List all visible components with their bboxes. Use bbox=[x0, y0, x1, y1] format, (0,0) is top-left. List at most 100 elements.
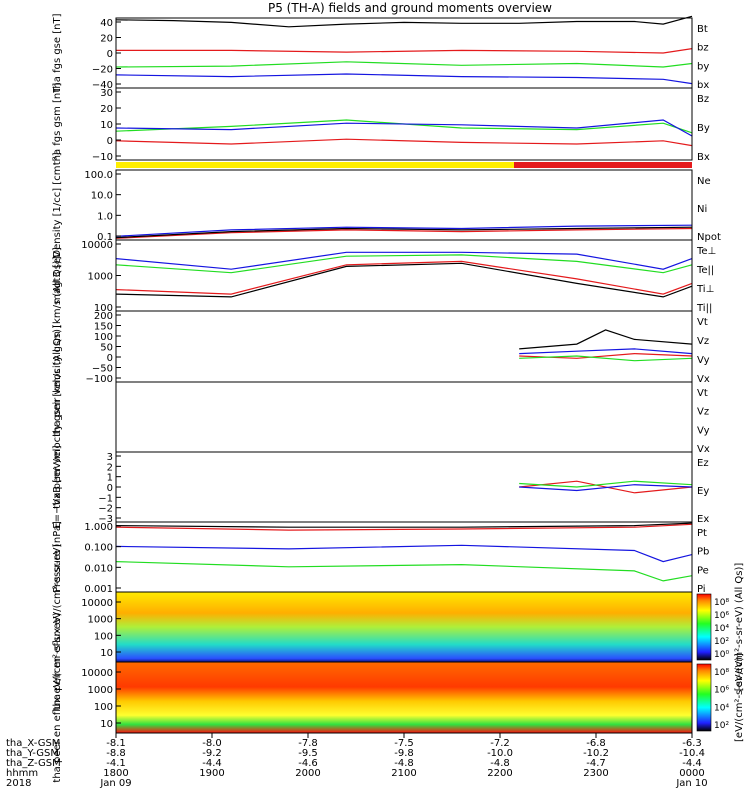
y-tick-label: 30 bbox=[100, 88, 113, 99]
footer-value: 2300 bbox=[583, 768, 608, 779]
y-tick-label: 1.000 bbox=[84, 522, 113, 533]
footer-value: 2100 bbox=[391, 768, 416, 779]
footer-value: -10.0 bbox=[487, 748, 513, 759]
footer-value: -4.7 bbox=[586, 758, 606, 769]
series-line-Vt bbox=[519, 329, 693, 350]
legend-label: Vy bbox=[697, 355, 710, 366]
legend-label: Pe bbox=[697, 565, 709, 576]
y-tick-label: −50 bbox=[92, 364, 113, 375]
legend-label: Vy bbox=[697, 425, 710, 436]
series-line-Pe bbox=[115, 561, 693, 582]
legend-label: Ez bbox=[697, 458, 709, 469]
panel-frame bbox=[115, 381, 693, 453]
y-tick-label: 0 bbox=[107, 49, 113, 60]
footer-row-label: 2018 bbox=[6, 778, 31, 789]
footer-value: -9.8 bbox=[394, 748, 414, 759]
legend-label: Vt bbox=[697, 388, 708, 399]
footer-value: -4.6 bbox=[298, 758, 318, 769]
panel-1: Bz By Bx 30 20 10 0 −10 tha fgs gsm [nT] bbox=[52, 83, 710, 166]
legend-label: Bz bbox=[697, 94, 709, 105]
series-line-Te⊥ bbox=[115, 260, 693, 295]
colorbar-tick-label: 10⁰ bbox=[714, 650, 729, 660]
legend-label: Npot bbox=[697, 232, 721, 243]
y-axis-label: tha fgs gse [nT] bbox=[52, 13, 63, 92]
series-line-Pb bbox=[115, 523, 693, 531]
colorbar-label: [eV/(cm²-s-sr-eV) (All Qs)] bbox=[734, 563, 745, 692]
y-axis-label: tha fgs gsm [nT] bbox=[52, 83, 63, 166]
y-tick-label: 100 bbox=[94, 631, 113, 642]
y-axis-label: magt3 [eV] bbox=[52, 247, 63, 304]
y-axis-label: Pressure [nPa] bbox=[52, 521, 63, 593]
y-tick-label: 10 bbox=[100, 719, 113, 730]
y-tick-label: 50 bbox=[100, 343, 113, 354]
y-tick-label: 1 bbox=[107, 473, 113, 484]
spectrogram-image bbox=[116, 662, 692, 733]
series-line-Bx bbox=[115, 119, 693, 137]
legend-label: Vz bbox=[697, 336, 709, 347]
colorbar bbox=[696, 593, 712, 661]
mode-bar-fast bbox=[514, 162, 692, 168]
footer-value: -7.5 bbox=[394, 738, 414, 749]
colorbar-tick-label: 10⁸ bbox=[714, 598, 729, 608]
legend-label: Te⊥ bbox=[696, 246, 716, 257]
ephemeris-footer: tha_X-GSMtha_Y-GSMtha_Z-GSMhhmm2018-8.1-… bbox=[6, 733, 708, 789]
footer-value: -9.2 bbox=[202, 748, 222, 759]
y-axis-label: tha peir velocity gsm [km/s (All Qs)] bbox=[52, 256, 63, 437]
series-line-Te|| bbox=[115, 262, 693, 298]
y-tick-label: 10 bbox=[100, 120, 113, 131]
y-tick-label: 10000 bbox=[81, 240, 113, 251]
legend-label: bx bbox=[697, 80, 709, 91]
footer-value: -4.1 bbox=[106, 758, 126, 769]
legend-label: Pi bbox=[697, 584, 706, 595]
footer-value: 2000 bbox=[295, 768, 320, 779]
panel-5: Vt Vz Vy Vx tha peer velocity gsm [km/s (All… bbox=[52, 325, 710, 509]
y-axis-label: tha peer velocity gsm [km/s (All Qs)] bbox=[52, 325, 63, 509]
y-tick-label: 40 bbox=[100, 18, 113, 29]
panel-3: Te⊥ Te|| Ti⊥ Ti|| 10000 1000 100 magt3 [eV] bbox=[52, 239, 716, 314]
legend-label: Pb bbox=[697, 547, 709, 558]
footer-value: Jan 09 bbox=[99, 778, 131, 789]
footer-value: -4.8 bbox=[394, 758, 414, 769]
legend-label: By bbox=[697, 123, 710, 134]
legend-label: Vx bbox=[697, 374, 710, 385]
footer-value: Jan 10 bbox=[675, 778, 707, 789]
y-tick-label: 0.010 bbox=[84, 563, 113, 574]
footer-value: -8.1 bbox=[106, 738, 126, 749]
y-tick-label: −100 bbox=[86, 374, 113, 385]
series-line-by bbox=[115, 61, 693, 68]
panel-7: Pt Pb Pe Pi 1.000 0.100 0.010 0.001 Pressure [nP… bbox=[52, 521, 709, 595]
y-tick-label: 0.100 bbox=[84, 543, 113, 554]
panel-9: 10⁸ 10⁶ 10⁴ 10² [eV/(cm²-s-sr-eV)] 10000 1000 1… bbox=[52, 612, 745, 782]
legend-label: Bt bbox=[697, 24, 708, 35]
panel-frame bbox=[115, 310, 693, 383]
series-line-Bt bbox=[115, 15, 693, 28]
legend-label: Pt bbox=[697, 528, 707, 539]
series-line-Vx bbox=[519, 348, 693, 355]
series-line-Ey bbox=[519, 480, 693, 488]
y-axis-label: Density [1/cc] [cm⁻³] bbox=[52, 152, 63, 257]
y-tick-label: 1000 bbox=[88, 272, 113, 283]
footer-value: 0000 bbox=[679, 768, 704, 779]
series-line-Vy bbox=[519, 355, 693, 362]
footer-value: 1900 bbox=[199, 768, 224, 779]
y-tick-label: 0 bbox=[107, 136, 113, 147]
series-line-Ex bbox=[519, 484, 693, 492]
legend-label: Te|| bbox=[696, 265, 714, 276]
y-tick-label: 0.1 bbox=[97, 232, 113, 243]
footer-value: -4.4 bbox=[202, 758, 222, 769]
legend-label: Vz bbox=[697, 407, 709, 418]
spectrogram-image bbox=[116, 592, 692, 662]
spectrograms: 10⁸ 10⁶ 10⁴ 10² 10⁰ [eV/(cm²-s-sr-eV) (All Qs… bbox=[52, 543, 745, 782]
panel-frame bbox=[115, 239, 693, 312]
panel-8: 10⁸ 10⁶ 10⁴ 10² 10⁰ [eV/(cm²-s-sr-eV) (All Qs… bbox=[52, 543, 745, 710]
colorbar-tick-label: 10² bbox=[714, 721, 729, 731]
footer-value: -10.2 bbox=[583, 748, 609, 759]
y-tick-label: −40 bbox=[92, 80, 113, 91]
legend-label: Ti⊥ bbox=[696, 284, 714, 295]
series-line-bx bbox=[115, 73, 693, 85]
series-line-By bbox=[115, 119, 693, 134]
legend-label: Ti|| bbox=[696, 303, 712, 314]
